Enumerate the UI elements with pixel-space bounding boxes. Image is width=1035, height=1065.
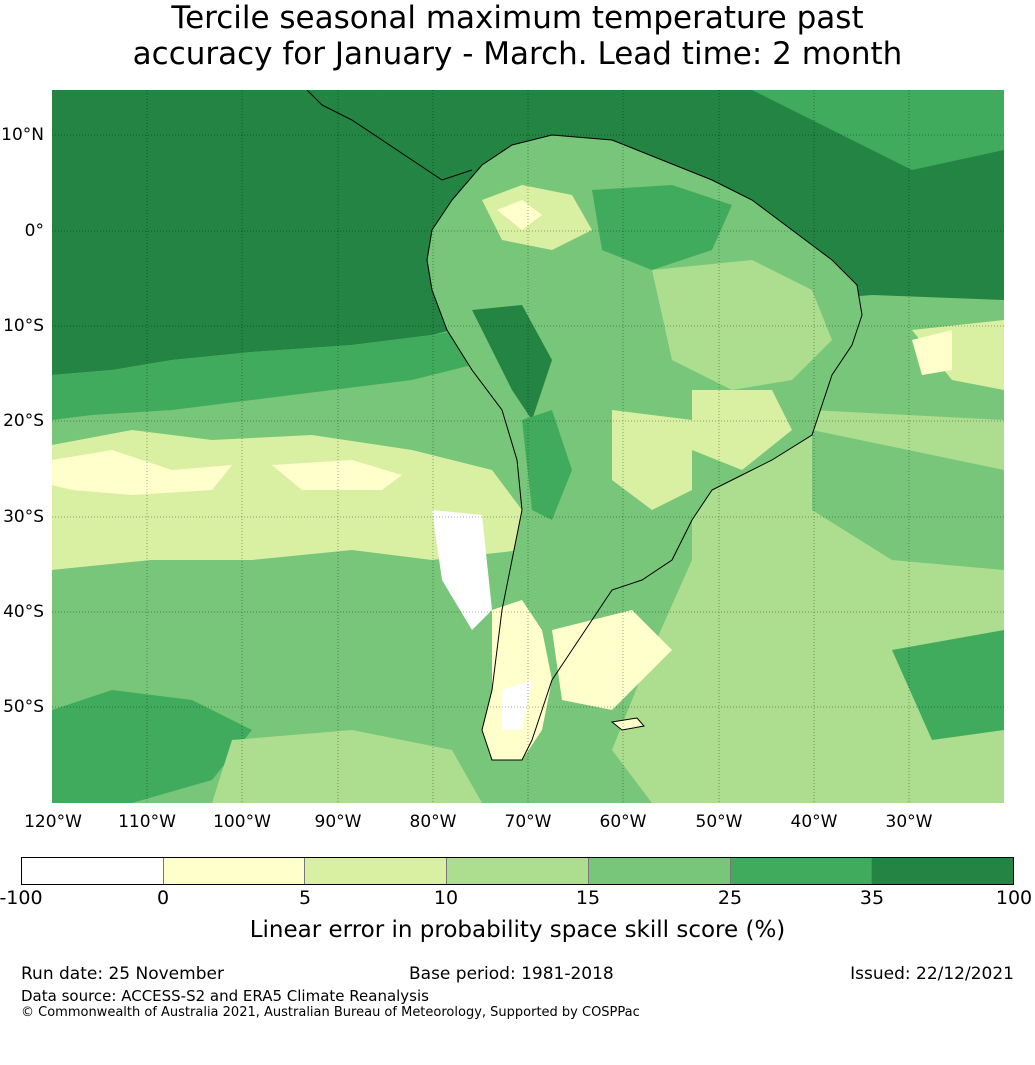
region-south-mid (52, 555, 472, 670)
colorbar-tick: 5 (298, 887, 312, 909)
colorbar (21, 857, 1014, 885)
region-south-lower (212, 730, 482, 803)
colorbar-segment-5-10 (305, 858, 448, 884)
copyright: © Commonwealth of Australia 2021, Austra… (21, 1005, 640, 1020)
lon-label-40w: 40°W (790, 812, 838, 832)
land-argentina-north (542, 520, 632, 600)
land-colombia-pale (497, 200, 542, 230)
region-subtropic-pale (52, 450, 232, 495)
region-subtropic-light (52, 430, 522, 570)
chart-title: Tercile seasonal maximum temperature pas… (0, 0, 1035, 72)
colorbar-segment-25-35 (730, 858, 873, 884)
run-date: Run date: 25 November (21, 964, 224, 984)
land-chile-coast-white (432, 510, 492, 630)
colorbar-label: Linear error in probability space skill … (249, 917, 786, 943)
land-central-america (307, 90, 472, 180)
colorbar-tick: -100 (0, 887, 43, 909)
skill-score-map (52, 90, 1004, 803)
colorbar-segment-10-15 (447, 858, 589, 884)
lat-label-30s: 30°S (3, 507, 44, 527)
colorbar-tick: 25 (717, 887, 743, 909)
lon-label-30w: 30°W (885, 812, 933, 832)
colorbar-segment-15-25 (588, 858, 731, 884)
lon-label-100w: 100°W (213, 812, 271, 832)
coastline-central-america (306, 90, 473, 181)
region-band-1 (52, 328, 472, 420)
land-amazon-north (592, 185, 732, 270)
lon-label-60w: 60°W (599, 812, 647, 832)
lon-label-80w: 80°W (409, 812, 457, 832)
colorbar-tick: 35 (859, 887, 885, 909)
region-atlantic-mid (812, 430, 1004, 570)
colorbar-segment-35-100 (872, 858, 1014, 884)
land-andes-peru (472, 305, 552, 420)
lat-label-40s: 40°S (3, 602, 44, 622)
land-brazil-central (652, 260, 832, 390)
gridlines (52, 90, 1004, 803)
region-atlantic-green (892, 630, 1004, 740)
land-patagonia (482, 600, 552, 760)
colorbar-tick: 15 (575, 887, 601, 909)
region-southwest (52, 690, 252, 803)
lat-label-20s: 20°S (3, 411, 44, 431)
lon-label-70w: 70°W (504, 812, 552, 832)
title-line-2: accuracy for January - March. Lead time:… (132, 36, 903, 72)
lat-label-50s: 50°S (3, 697, 44, 717)
lat-label-0: 0° (24, 221, 44, 241)
land-tierra-white (502, 680, 532, 730)
lon-label-90w: 90°W (314, 812, 362, 832)
land-falklands (610, 717, 645, 731)
colorbar-segment-0-5 (163, 858, 306, 884)
data-source: Data source: ACCESS-S2 and ERA5 Climate … (21, 987, 429, 1005)
land-andes-bolivia (522, 410, 572, 520)
region-subtropic-pale-2 (272, 460, 402, 490)
map-svg (52, 90, 1004, 803)
lon-label-110w: 110°W (118, 812, 176, 832)
colorbar-tick: 0 (156, 887, 170, 909)
land-brazil-se (692, 390, 792, 470)
lon-label-120w: 120°W (24, 812, 82, 832)
coastline-south-america (426, 134, 863, 761)
colorbar-segment-neg (22, 858, 164, 884)
region-caribbean (752, 90, 1004, 170)
land-paraguay (612, 410, 692, 510)
colorbar-tick: 10 (433, 887, 459, 909)
issued-date: Issued: 22/12/2021 (850, 964, 1014, 984)
base-period: Base period: 1981-2018 (409, 964, 614, 984)
lat-label-10s: 10°S (3, 316, 44, 336)
region-atlantic-pale (912, 330, 952, 375)
title-line-1: Tercile seasonal maximum temperature pas… (171, 0, 864, 36)
lat-label-10n: 10°N (1, 125, 44, 145)
colorbar-tick: 100 (995, 887, 1033, 909)
lon-label-50w: 50°W (695, 812, 743, 832)
